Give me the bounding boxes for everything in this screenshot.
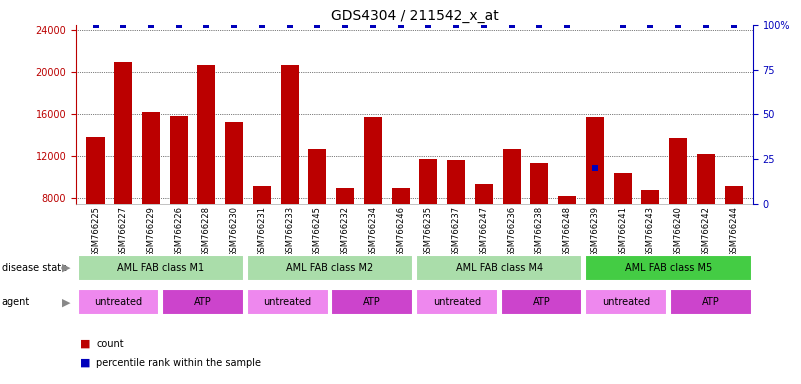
Point — [367, 22, 380, 28]
Point — [671, 22, 684, 28]
Bar — [614, 173, 631, 282]
Bar — [78, 255, 244, 281]
Point — [339, 22, 352, 28]
Point — [145, 22, 158, 28]
Bar — [364, 118, 382, 282]
Text: untreated: untreated — [433, 297, 481, 308]
Title: GDS4304 / 211542_x_at: GDS4304 / 211542_x_at — [331, 8, 498, 23]
Bar — [697, 154, 714, 282]
Point — [200, 22, 213, 28]
Text: untreated: untreated — [264, 297, 312, 308]
Point — [644, 22, 657, 28]
Point — [311, 22, 324, 28]
Bar — [170, 116, 187, 282]
Text: AML FAB class M1: AML FAB class M1 — [117, 263, 204, 273]
Text: ■: ■ — [80, 358, 91, 368]
Bar — [502, 149, 521, 282]
Bar — [725, 186, 743, 282]
Bar — [308, 149, 327, 282]
Point — [284, 22, 296, 28]
Point — [256, 22, 268, 28]
Text: untreated: untreated — [602, 297, 650, 308]
Bar — [586, 118, 604, 282]
Bar — [558, 196, 576, 282]
Text: count: count — [96, 339, 123, 349]
Bar — [253, 186, 271, 282]
Text: ▶: ▶ — [62, 263, 70, 273]
Bar — [530, 162, 549, 282]
Point — [533, 22, 545, 28]
Bar — [162, 290, 244, 315]
Bar — [586, 290, 667, 315]
Text: ATP: ATP — [702, 297, 719, 308]
Bar — [87, 137, 104, 282]
Bar — [447, 161, 465, 282]
Bar — [669, 138, 687, 282]
Text: percentile rank within the sample: percentile rank within the sample — [96, 358, 261, 368]
Bar — [142, 112, 160, 282]
Bar — [416, 290, 497, 315]
Text: AML FAB class M5: AML FAB class M5 — [625, 263, 712, 273]
Point — [117, 22, 130, 28]
Bar — [332, 290, 413, 315]
Point — [616, 22, 629, 28]
Bar — [416, 255, 582, 281]
Bar — [642, 190, 659, 282]
Bar — [420, 159, 437, 282]
Bar — [336, 188, 354, 282]
Point — [449, 22, 462, 28]
Text: ▶: ▶ — [62, 297, 70, 308]
Text: ■: ■ — [80, 339, 91, 349]
Point — [227, 22, 240, 28]
Point — [422, 22, 435, 28]
Bar — [392, 188, 409, 282]
Point — [561, 22, 574, 28]
Point — [172, 22, 185, 28]
Text: ATP: ATP — [194, 297, 212, 308]
Point — [589, 165, 602, 171]
Text: AML FAB class M4: AML FAB class M4 — [456, 263, 543, 273]
Bar — [247, 255, 413, 281]
Bar — [115, 62, 132, 282]
Bar — [501, 290, 582, 315]
Text: untreated: untreated — [95, 297, 143, 308]
Bar — [586, 255, 751, 281]
Point — [394, 22, 407, 28]
Point — [727, 22, 740, 28]
Text: AML FAB class M2: AML FAB class M2 — [286, 263, 373, 273]
Text: ATP: ATP — [533, 297, 550, 308]
Bar — [247, 290, 328, 315]
Bar — [198, 65, 215, 282]
Text: ATP: ATP — [364, 297, 381, 308]
Bar — [670, 290, 751, 315]
Bar — [78, 290, 159, 315]
Point — [699, 22, 712, 28]
Point — [477, 22, 490, 28]
Point — [505, 22, 518, 28]
Bar — [280, 65, 299, 282]
Point — [89, 22, 102, 28]
Bar — [225, 122, 244, 282]
Text: agent: agent — [2, 297, 30, 308]
Text: disease state: disease state — [2, 263, 66, 273]
Bar — [475, 184, 493, 282]
